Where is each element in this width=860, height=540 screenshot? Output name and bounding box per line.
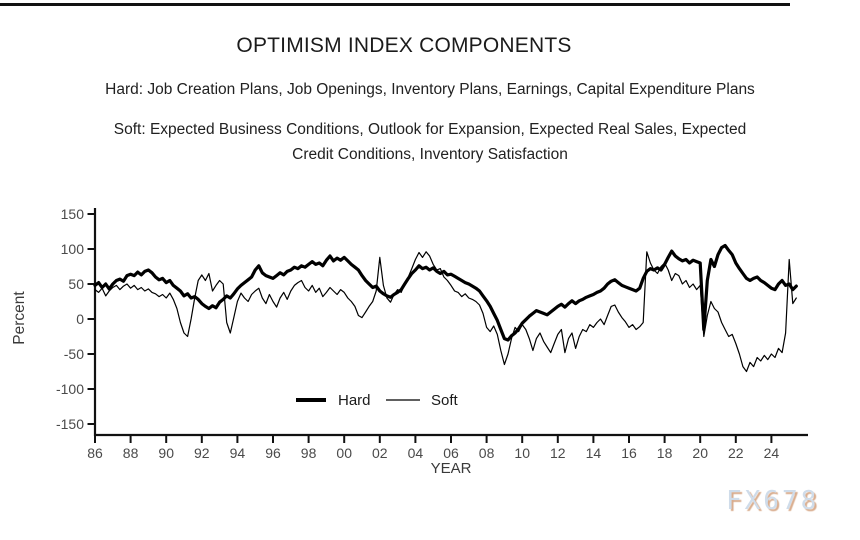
- subtitle-soft-line1: Soft: Expected Business Conditions, Outl…: [113, 121, 747, 138]
- top-divider: [0, 3, 790, 6]
- legend-soft-label: Soft: [431, 392, 459, 409]
- x-tick-label: 04: [408, 445, 424, 461]
- hard-line: [93, 243, 798, 342]
- x-tick-label: 12: [550, 445, 566, 461]
- x-tick-label: 02: [372, 445, 388, 461]
- legend-hard-label: Hard: [338, 392, 371, 409]
- x-tick-label: 06: [443, 445, 459, 461]
- x-tick-label: 90: [158, 445, 174, 461]
- subtitle-soft-line2: Credit Conditions, Inventory Satisfactio…: [292, 146, 568, 163]
- x-tick-label: 20: [692, 445, 708, 461]
- y-tick-label: 0: [76, 311, 84, 327]
- y-tick-label: 100: [61, 241, 85, 257]
- page-title: OPTIMISM INDEX COMPONENTS: [236, 34, 572, 57]
- y-tick-label: -100: [56, 381, 84, 397]
- y-tick-label: -50: [64, 346, 84, 362]
- subtitle-hard: Hard: Job Creation Plans, Job Openings, …: [105, 81, 755, 98]
- x-tick-label: 14: [586, 445, 602, 461]
- soft-line: [94, 251, 797, 373]
- x-tick-label: 86: [87, 445, 103, 461]
- x-tick-label: 18: [657, 445, 673, 461]
- y-tick-label: 150: [61, 206, 85, 222]
- y-tick-label: 50: [68, 276, 84, 292]
- x-tick-label: 92: [194, 445, 210, 461]
- watermark: FX678: [726, 486, 820, 516]
- x-tick-label: 96: [265, 445, 281, 461]
- x-tick-label: 08: [479, 445, 495, 461]
- x-tick-label: 10: [514, 445, 530, 461]
- x-axis-title: YEAR: [431, 460, 472, 477]
- x-tick-label: 16: [621, 445, 637, 461]
- y-tick-label: -150: [56, 416, 84, 432]
- x-tick-label: 98: [301, 445, 317, 461]
- x-tick-label: 22: [728, 445, 744, 461]
- subtitle-soft: Soft: Expected Business Conditions, Outl…: [0, 117, 860, 167]
- x-tick-label: 88: [123, 445, 139, 461]
- x-tick-label: 24: [764, 445, 780, 461]
- y-axis-title: Percent: [11, 291, 28, 345]
- x-tick-label: 94: [230, 445, 246, 461]
- x-tick-label: 00: [336, 445, 352, 461]
